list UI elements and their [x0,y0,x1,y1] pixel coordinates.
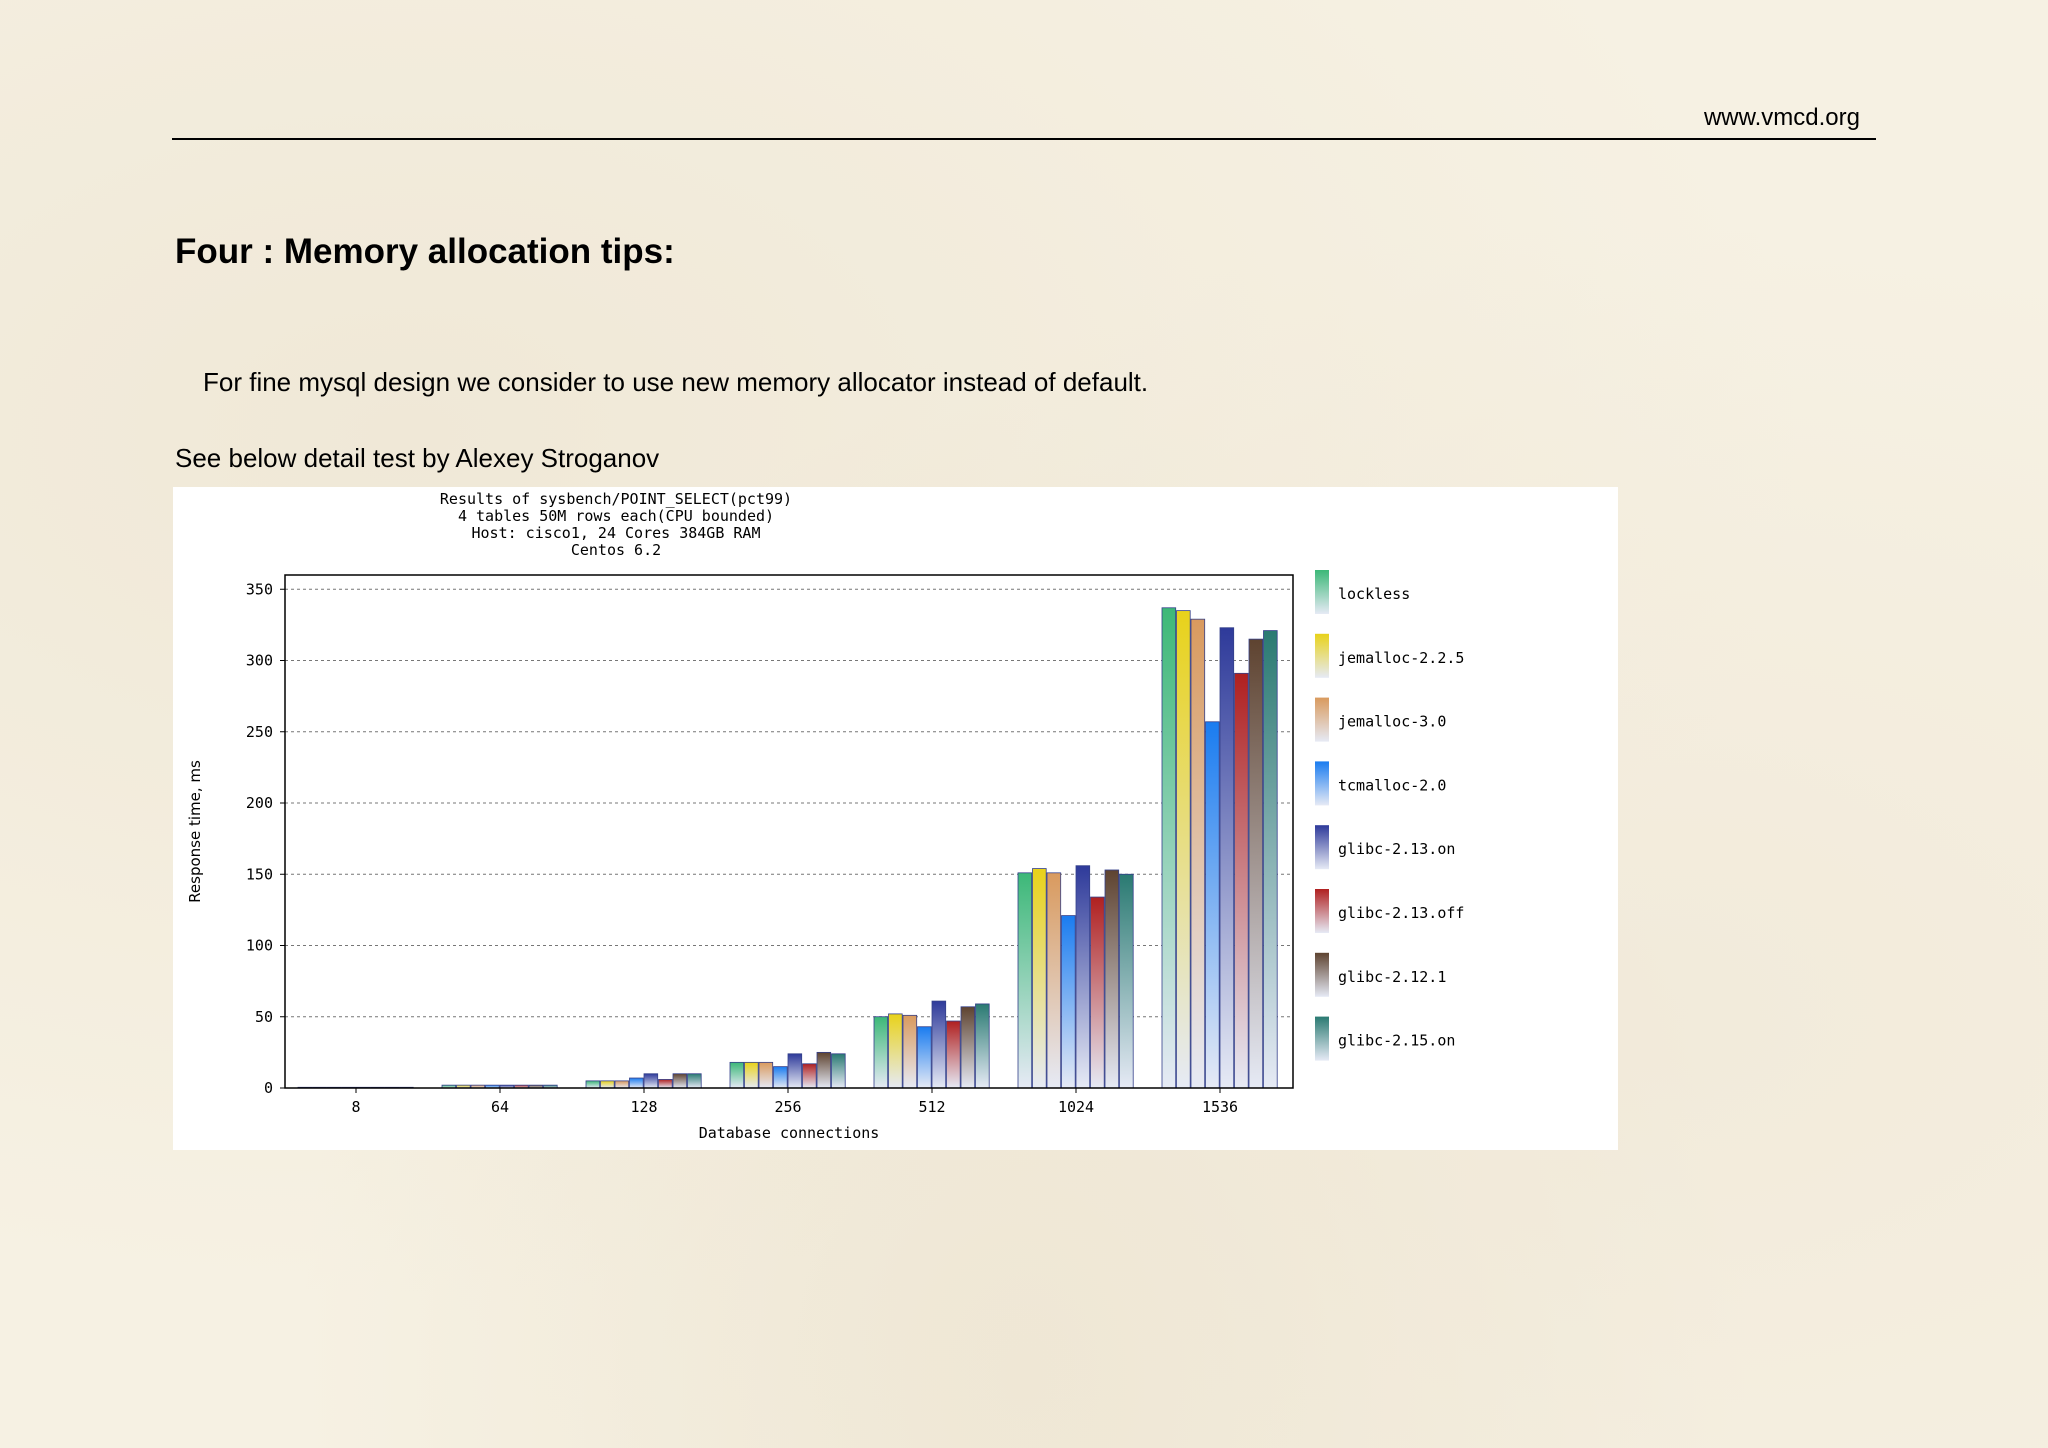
bar-tcmalloc-2.0-128 [629,1077,644,1089]
bar-jemalloc-3.0-128 [614,1080,630,1089]
bar-glibc-2.13.off-1024 [1090,896,1105,1089]
legend-swatch-glibc-2.15.on [1315,1016,1329,1061]
legend-swatch-glibc-2.13.off [1315,889,1329,933]
y-axis-label: Response time, ms [186,760,204,903]
bar-jemalloc-3.0-256 [758,1061,774,1089]
x-tick-label: 64 [491,1098,509,1116]
bar-glibc-2.13.off-512 [946,1020,961,1089]
bar-glibc-2.15.on-1536 [1263,630,1278,1089]
bar-glibc-2.15.on-1024 [1119,873,1134,1089]
bar-glibc-2.12.1-512 [960,1006,976,1089]
legend-swatch-glibc-2.13.on [1315,825,1329,870]
bar-glibc-2.13.off-256 [802,1063,817,1089]
chart-title-line: Host: cisco1, 24 Cores 384GB RAM [472,524,761,542]
bar-tcmalloc-2.0-1024 [1061,915,1076,1089]
bar-glibc-2.15.on-512 [975,1003,990,1089]
y-tick-label: 150 [246,865,273,883]
bar-glibc-2.13.on-128 [643,1073,659,1089]
y-tick-label: 200 [246,794,273,812]
legend-label-glibc-2.13.on: glibc-2.13.on [1338,840,1455,858]
bar-glibc-2.13.off-128 [658,1079,673,1089]
bar-tcmalloc-2.0-1536 [1205,721,1220,1089]
bar-lockless-512 [873,1016,889,1089]
bar-jemalloc-2.2.5-128 [600,1080,615,1089]
legend-label-glibc-2.15.on: glibc-2.15.on [1338,1032,1455,1050]
y-tick-label: 100 [246,937,273,955]
x-tick-label: 256 [774,1098,801,1116]
plot-frame [284,574,1294,1089]
bar-lockless-1536 [1161,607,1177,1089]
bar-glibc-2.12.1-256 [816,1051,832,1089]
bar-glibc-2.15.on-256 [831,1053,846,1089]
bar-jemalloc-2.2.5-1536 [1176,610,1191,1089]
bar-lockless-256 [729,1061,745,1089]
legend-swatch-tcmalloc-2.0 [1315,761,1329,806]
bar-glibc-2.12.1-1024 [1104,869,1120,1089]
y-tick-label: 350 [246,580,273,598]
bar-jemalloc-3.0-512 [902,1014,918,1089]
bar-glibc-2.12.1-128 [672,1073,688,1089]
legend-label-jemalloc-3.0: jemalloc-3.0 [1338,713,1446,731]
x-tick-label: 1536 [1202,1098,1238,1116]
bar-glibc-2.13.on-1536 [1219,627,1235,1089]
legend-label-glibc-2.13.off: glibc-2.13.off [1338,904,1464,922]
legend-swatch-jemalloc-3.0 [1315,697,1329,742]
y-tick-label: 250 [246,723,273,741]
section-heading: Four : Memory allocation tips: [175,232,675,271]
bar-jemalloc-3.0-1536 [1190,618,1206,1089]
y-tick-label: 50 [255,1008,273,1026]
bar-glibc-2.12.1-1536 [1248,638,1264,1089]
chart-caption: See below detail test by Alexey Strogano… [175,443,660,473]
legend-label-tcmalloc-2.0: tcmalloc-2.0 [1338,776,1446,794]
legend-swatch-glibc-2.12.1 [1315,952,1329,997]
bar-glibc-2.15.on-128 [687,1073,702,1089]
y-tick-label: 0 [264,1079,273,1097]
bar-tcmalloc-2.0-512 [917,1026,932,1089]
header-rule [172,138,1876,140]
bar-jemalloc-3.0-1024 [1046,872,1062,1089]
bar-glibc-2.13.on-256 [787,1053,803,1089]
legend-label-lockless: lockless [1338,585,1410,603]
site-url: www.vmcd.org [1703,104,1860,131]
x-tick-label: 1024 [1058,1098,1094,1116]
bar-lockless-1024 [1017,872,1033,1089]
bar-glibc-2.13.on-512 [931,1000,947,1089]
bar-jemalloc-2.2.5-256 [744,1061,759,1089]
bar-lockless-128 [585,1080,601,1089]
y-tick-label: 300 [246,652,273,670]
chart-title-line: 4 tables 50M rows each(CPU bounded) [458,507,774,525]
chart-title-line: Results of sysbench/POINT_SELECT(pct99) [440,490,792,508]
x-tick-label: 8 [351,1098,360,1116]
legend-swatch-lockless [1315,570,1329,614]
x-tick-label: 128 [630,1098,657,1116]
bar-jemalloc-2.2.5-512 [888,1013,903,1089]
bar-glibc-2.13.on-1024 [1075,865,1091,1089]
legend-swatch-jemalloc-2.2.5 [1315,633,1329,678]
bar-tcmalloc-2.0-256 [773,1066,788,1089]
legend-label-glibc-2.12.1: glibc-2.12.1 [1338,968,1446,986]
x-axis-label: Database connections [699,1124,880,1142]
bar-chart: Results of sysbench/POINT_SELECT(pct99)4… [186,490,1464,1142]
bar-glibc-2.13.off-1536 [1234,672,1249,1089]
x-tick-label: 512 [918,1098,945,1116]
chart-title-line: Centos 6.2 [571,541,661,559]
intro-paragraph: For fine mysql design we consider to use… [203,367,1149,397]
legend-label-jemalloc-2.2.5: jemalloc-2.2.5 [1338,649,1464,667]
bar-jemalloc-2.2.5-1024 [1032,868,1047,1089]
chart-container: Results of sysbench/POINT_SELECT(pct99) 4… [173,487,1618,1150]
